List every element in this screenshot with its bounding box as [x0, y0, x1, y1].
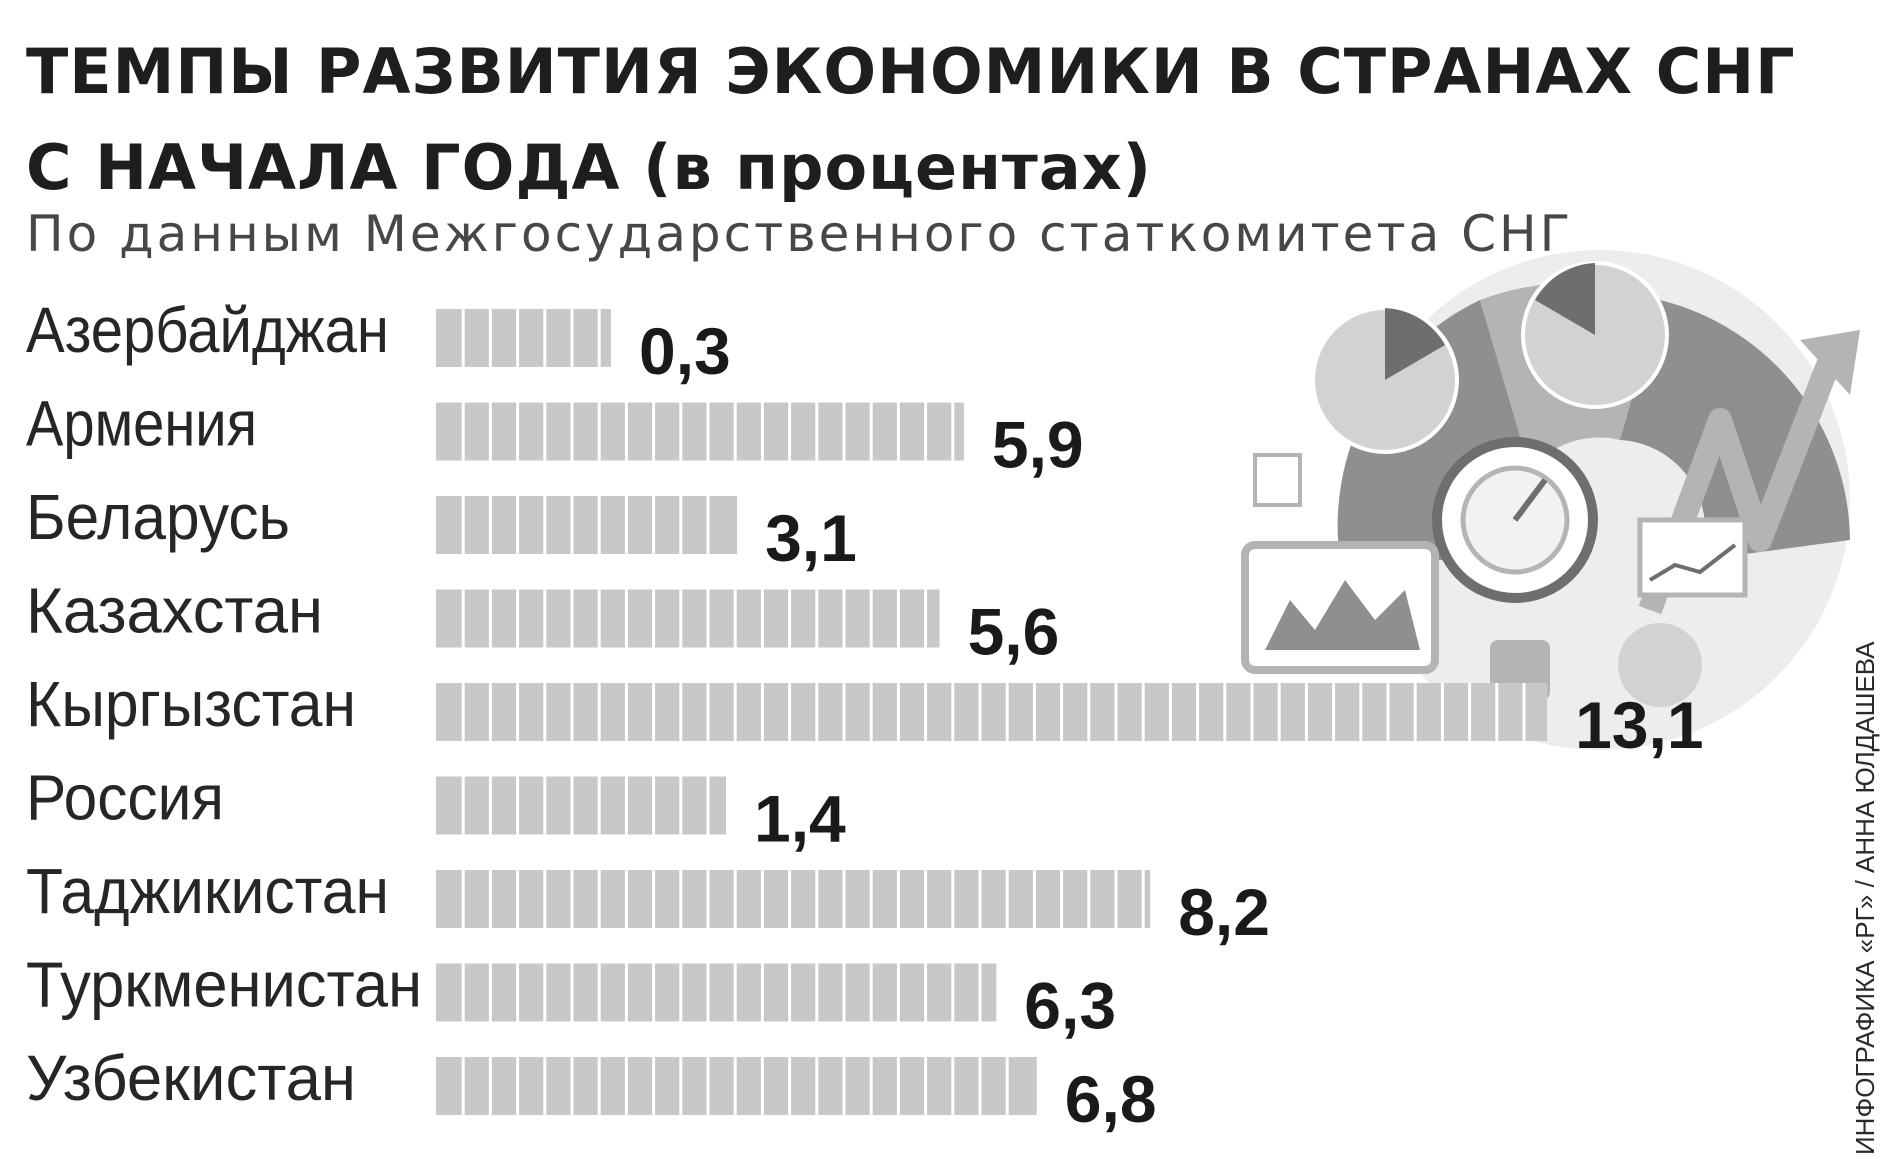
bar — [436, 963, 997, 1022]
value-label: 0,3 — [639, 314, 731, 388]
category-label: Таджикистан — [26, 855, 389, 927]
bar — [436, 496, 738, 554]
chart-title-line-2: С НАЧАЛА ГОДА (в процентах) — [26, 131, 1153, 204]
category-label: Узбекистан — [26, 1042, 356, 1114]
bar — [436, 309, 611, 367]
bar — [436, 589, 940, 648]
bar — [436, 683, 1548, 741]
value-label: 1,4 — [754, 782, 846, 856]
value-label: 3,1 — [765, 501, 857, 575]
bar-series — [436, 309, 1548, 1115]
category-label: Кыргызстан — [26, 668, 356, 740]
category-label: Россия — [26, 762, 224, 834]
bar — [436, 870, 1151, 928]
category-label: Туркменистан — [26, 949, 422, 1021]
value-label: 6,8 — [1065, 1062, 1157, 1136]
bar — [436, 1057, 1037, 1115]
category-label: Казахстан — [26, 575, 323, 647]
chart-title-line-1: ТЕМПЫ РАЗВИТИЯ ЭКОНОМИКИ В СТРАНАХ СНГ — [26, 35, 1796, 108]
value-label: 6,3 — [1024, 969, 1116, 1043]
credit-text: ИНФОГРАФИКА «РГ» / АННА ЮЛДАШЕВА — [1850, 641, 1880, 1155]
value-label: 5,9 — [992, 408, 1084, 482]
chart-title: ТЕМПЫ РАЗВИТИЯ ЭКОНОМИКИ В СТРАНАХ СНГ С… — [26, 24, 1796, 216]
economy-illustration-icon — [1241, 250, 1860, 750]
category-labels: Азербайджан Армения Беларусь Казахстан Кыргы… — [26, 294, 422, 1114]
value-label: 13,1 — [1575, 688, 1703, 762]
category-label: Беларусь — [26, 481, 290, 553]
bar — [436, 776, 726, 835]
chart-subtitle: По данным Межгосударственного статкомите… — [26, 205, 1574, 263]
value-label: 5,6 — [968, 595, 1060, 669]
category-label: Армения — [26, 388, 257, 460]
bar — [436, 402, 964, 461]
category-label: Азербайджан — [26, 294, 389, 366]
value-label: 8,2 — [1178, 875, 1270, 949]
value-labels: 0,3 5,9 3,1 5,6 13,1 1,4 8,2 6,3 6,8 — [639, 314, 1704, 1136]
